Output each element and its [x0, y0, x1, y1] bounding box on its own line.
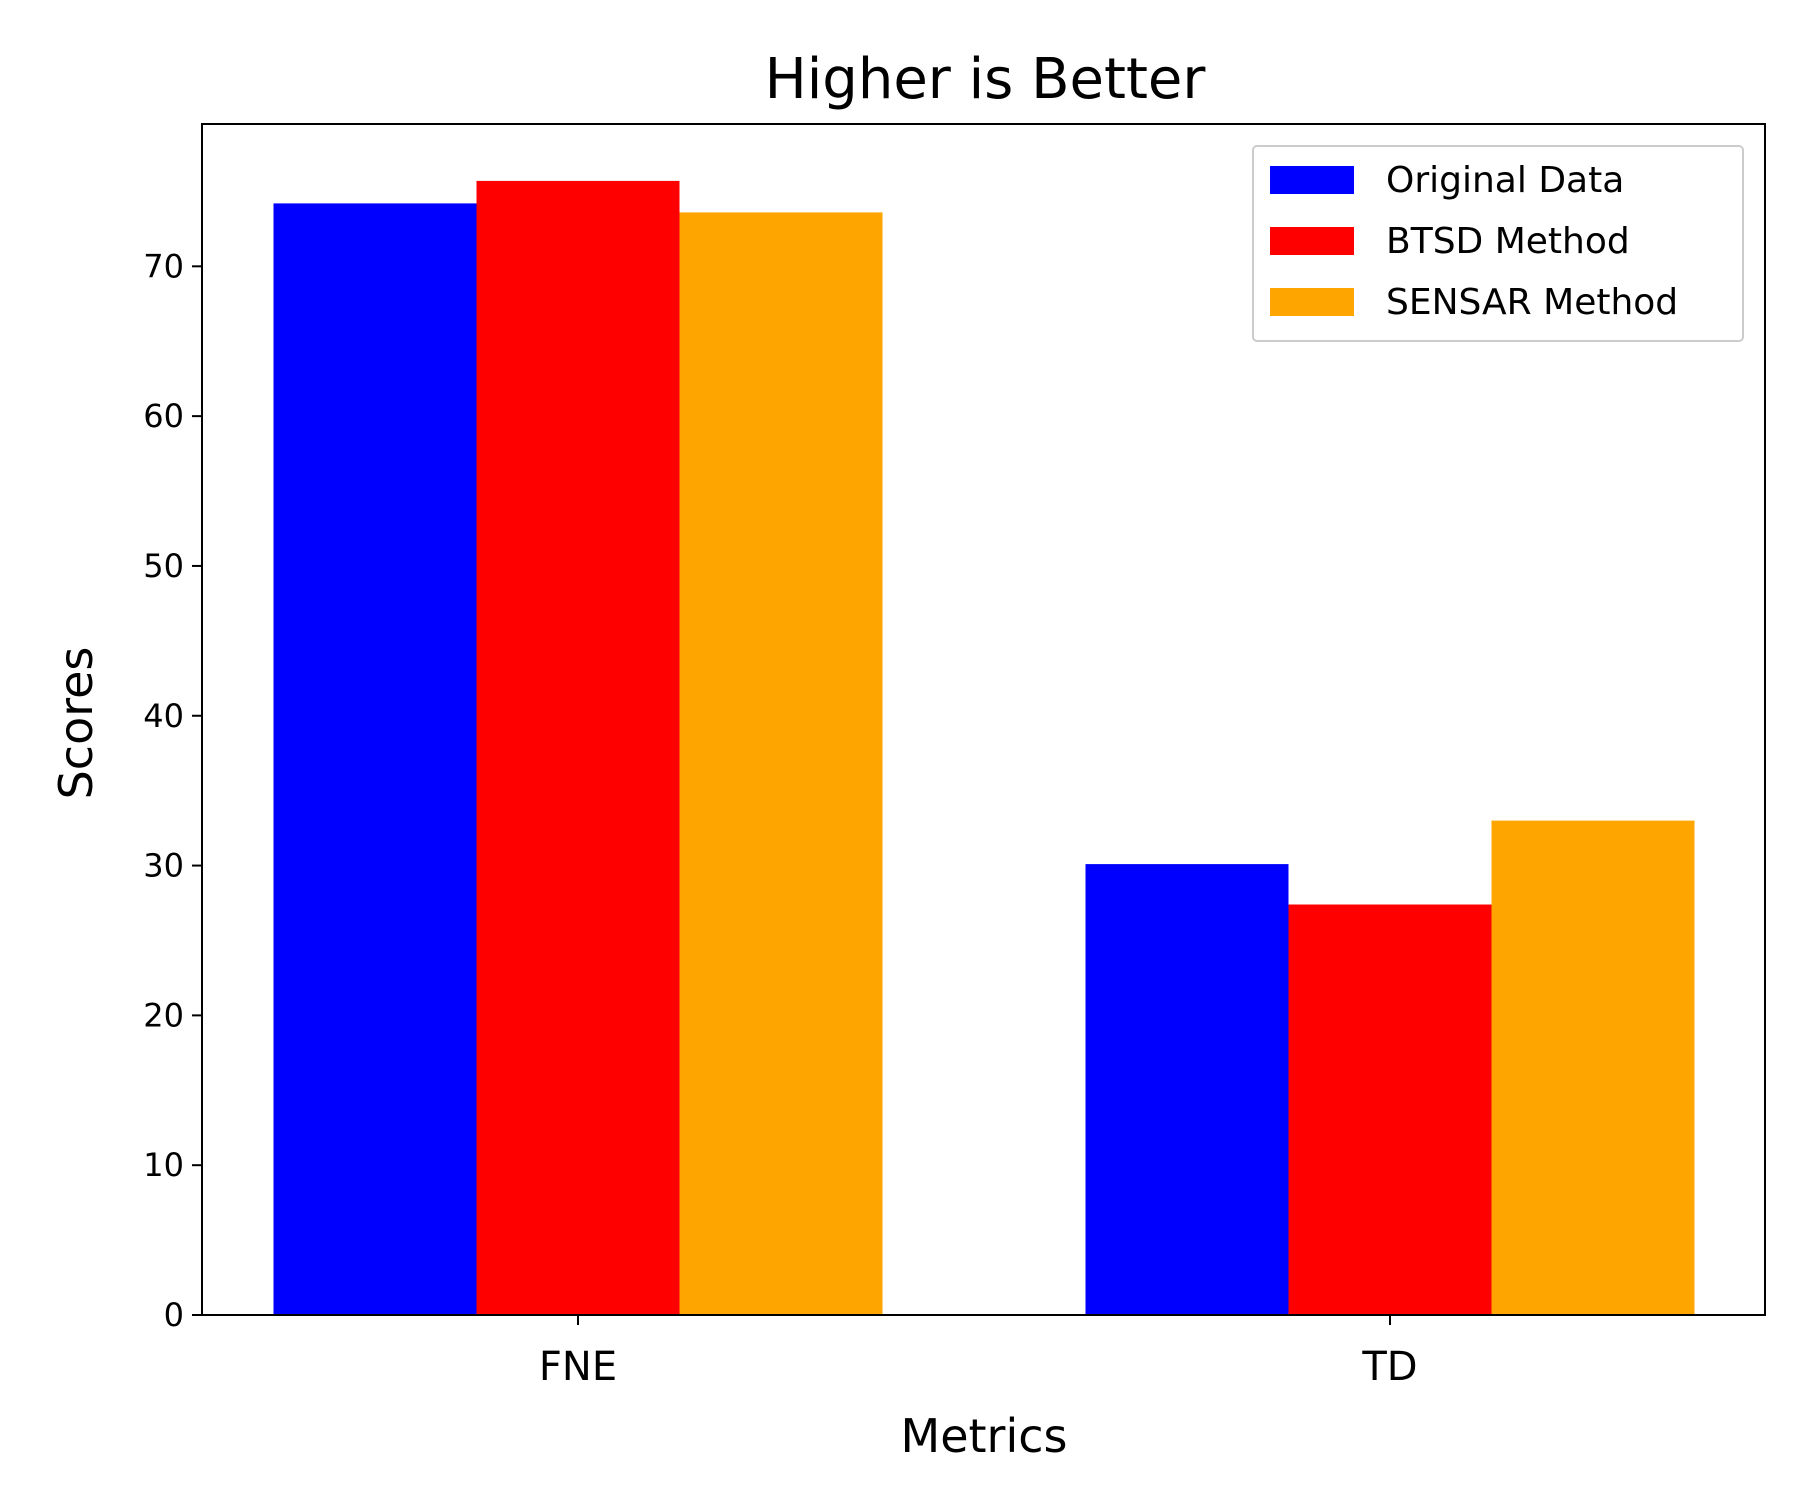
legend-swatch	[1270, 166, 1354, 194]
legend-frame	[1252, 145, 1744, 342]
y-axis-label: Scores	[49, 647, 103, 800]
y-tick-label: 40	[143, 697, 184, 735]
bar-fne-original-data	[273, 203, 477, 1315]
y-tick-label: 60	[143, 397, 184, 435]
y-axis-ticks: 0 10 20 30 40 50 60 70	[143, 247, 202, 1334]
x-tick-label: FNE	[539, 1344, 617, 1390]
y-tick-label: 30	[143, 847, 184, 885]
bar-td-sensar-method	[1491, 820, 1695, 1315]
legend-label: Original Data	[1386, 160, 1624, 201]
bar-td-original-data	[1085, 864, 1289, 1315]
y-tick-label: 0	[164, 1296, 184, 1334]
legend-label: SENSAR Method	[1386, 282, 1678, 323]
legend: Original Data BTSD Method SENSAR Method	[1252, 145, 1744, 342]
chart-title: Higher is Better	[765, 47, 1207, 112]
x-axis-label: Metrics	[901, 1409, 1068, 1463]
bar-fne-btsd-method	[476, 180, 680, 1315]
plot-frame	[201, 123, 1766, 1316]
legend-swatch	[1270, 227, 1354, 255]
y-tick-label: 70	[143, 247, 184, 285]
legend-swatch	[1270, 288, 1354, 316]
bar-fne-sensar-method	[679, 212, 883, 1315]
legend-label: BTSD Method	[1386, 221, 1630, 262]
bars-group	[273, 180, 1695, 1315]
x-tick-label: TD	[1361, 1344, 1417, 1390]
y-tick-label: 10	[143, 1146, 184, 1184]
y-tick-label: 50	[143, 547, 184, 585]
x-axis-ticks: FNE TD	[539, 1315, 1418, 1390]
y-tick-label: 20	[143, 996, 184, 1034]
bar-td-btsd-method	[1288, 904, 1492, 1315]
